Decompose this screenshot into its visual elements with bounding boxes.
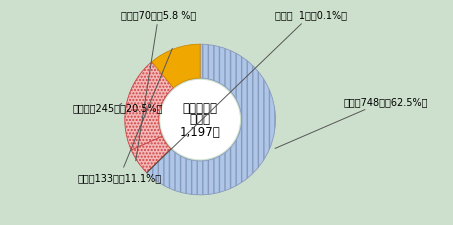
Text: 死者数: 死者数 bbox=[190, 113, 211, 126]
Text: 半焼　133人（11.1%）: 半焼 133人（11.1%） bbox=[77, 49, 172, 183]
Text: 建物火災の: 建物火災の bbox=[183, 101, 217, 115]
Text: その他  1人（0.1%）: その他 1人（0.1%） bbox=[147, 10, 347, 173]
Wedge shape bbox=[147, 45, 275, 195]
Text: 1,197人: 1,197人 bbox=[180, 126, 221, 138]
Text: ぼや　70人（5.8 %）: ぼや 70人（5.8 %） bbox=[121, 10, 196, 161]
Wedge shape bbox=[152, 45, 200, 88]
Text: 全焼　748人（62.5%）: 全焼 748人（62.5%） bbox=[275, 96, 428, 149]
Circle shape bbox=[161, 81, 239, 159]
Text: 部分焼　245人（20.5%）: 部分焼 245人（20.5%） bbox=[72, 102, 163, 112]
Wedge shape bbox=[131, 137, 171, 173]
Wedge shape bbox=[146, 149, 171, 173]
Wedge shape bbox=[125, 63, 173, 150]
